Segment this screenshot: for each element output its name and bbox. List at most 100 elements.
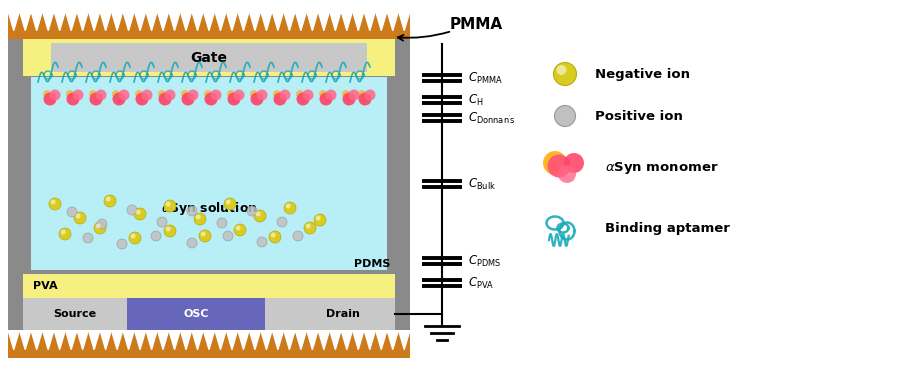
- Circle shape: [50, 90, 60, 101]
- Polygon shape: [20, 11, 31, 31]
- Circle shape: [182, 93, 194, 105]
- Polygon shape: [76, 11, 88, 31]
- Circle shape: [306, 224, 310, 228]
- Polygon shape: [226, 330, 238, 350]
- Circle shape: [556, 65, 566, 75]
- Circle shape: [104, 195, 116, 207]
- Circle shape: [95, 90, 106, 101]
- Polygon shape: [76, 330, 88, 350]
- Circle shape: [250, 93, 264, 105]
- Polygon shape: [272, 11, 284, 31]
- Circle shape: [181, 90, 189, 98]
- Polygon shape: [66, 11, 77, 31]
- Text: Drain: Drain: [326, 309, 360, 319]
- Polygon shape: [180, 330, 192, 350]
- Circle shape: [543, 151, 567, 175]
- FancyBboxPatch shape: [8, 330, 410, 358]
- Circle shape: [269, 231, 281, 243]
- Polygon shape: [399, 11, 410, 31]
- Text: PDMS: PDMS: [354, 259, 390, 269]
- Circle shape: [223, 231, 233, 241]
- Circle shape: [166, 227, 171, 232]
- FancyBboxPatch shape: [23, 39, 395, 330]
- Polygon shape: [203, 330, 215, 350]
- Circle shape: [256, 90, 267, 101]
- Circle shape: [564, 153, 584, 173]
- Polygon shape: [318, 330, 329, 350]
- Circle shape: [226, 199, 230, 205]
- Circle shape: [247, 206, 257, 216]
- Polygon shape: [261, 330, 272, 350]
- Circle shape: [257, 237, 267, 247]
- Circle shape: [280, 90, 291, 101]
- Circle shape: [76, 213, 81, 219]
- Polygon shape: [353, 11, 364, 31]
- Circle shape: [224, 198, 236, 210]
- Polygon shape: [54, 11, 66, 31]
- Circle shape: [66, 90, 74, 98]
- Polygon shape: [123, 11, 134, 31]
- Circle shape: [187, 90, 199, 101]
- Polygon shape: [284, 11, 295, 31]
- Circle shape: [49, 198, 61, 210]
- Circle shape: [164, 225, 176, 237]
- Circle shape: [256, 212, 261, 217]
- Circle shape: [302, 90, 313, 101]
- Circle shape: [166, 202, 171, 206]
- Polygon shape: [112, 11, 123, 31]
- Polygon shape: [134, 330, 146, 350]
- Circle shape: [112, 93, 125, 105]
- Circle shape: [296, 90, 304, 98]
- Circle shape: [343, 93, 356, 105]
- Polygon shape: [272, 330, 284, 350]
- Circle shape: [74, 212, 86, 224]
- Circle shape: [187, 238, 197, 248]
- Circle shape: [127, 205, 137, 215]
- Circle shape: [95, 224, 101, 228]
- Polygon shape: [261, 11, 272, 31]
- Polygon shape: [238, 11, 249, 31]
- Circle shape: [112, 90, 120, 98]
- Polygon shape: [353, 330, 364, 350]
- Circle shape: [342, 90, 350, 98]
- Circle shape: [194, 213, 206, 225]
- Text: $\alpha$Syn solution: $\alpha$Syn solution: [161, 200, 257, 217]
- Polygon shape: [295, 330, 307, 350]
- Circle shape: [234, 224, 246, 236]
- Circle shape: [119, 90, 130, 101]
- Text: $C_\mathregular{PMMA}$: $C_\mathregular{PMMA}$: [468, 70, 503, 86]
- Polygon shape: [364, 330, 375, 350]
- Circle shape: [59, 228, 71, 240]
- Polygon shape: [146, 330, 158, 350]
- Polygon shape: [100, 330, 112, 350]
- Circle shape: [227, 90, 235, 98]
- Text: PMMA: PMMA: [450, 16, 503, 31]
- Polygon shape: [100, 11, 112, 31]
- Circle shape: [304, 222, 316, 234]
- Circle shape: [558, 165, 576, 183]
- Circle shape: [141, 90, 152, 101]
- Circle shape: [151, 231, 161, 241]
- Circle shape: [83, 233, 93, 243]
- Circle shape: [319, 90, 327, 98]
- FancyBboxPatch shape: [8, 11, 410, 39]
- Circle shape: [320, 93, 332, 105]
- Text: Binding aptamer: Binding aptamer: [605, 221, 730, 235]
- FancyBboxPatch shape: [395, 39, 410, 330]
- Circle shape: [199, 230, 211, 242]
- Text: Source: Source: [53, 309, 96, 319]
- Polygon shape: [329, 11, 341, 31]
- Polygon shape: [42, 330, 54, 350]
- FancyBboxPatch shape: [23, 298, 395, 330]
- Polygon shape: [180, 11, 192, 31]
- Polygon shape: [387, 330, 399, 350]
- Polygon shape: [215, 11, 226, 31]
- Text: $C_\mathregular{PVA}$: $C_\mathregular{PVA}$: [468, 276, 494, 291]
- Circle shape: [73, 90, 84, 101]
- Circle shape: [228, 93, 240, 105]
- FancyBboxPatch shape: [23, 274, 395, 298]
- Polygon shape: [249, 11, 261, 31]
- Polygon shape: [329, 330, 341, 350]
- Circle shape: [314, 214, 326, 226]
- Polygon shape: [192, 11, 203, 31]
